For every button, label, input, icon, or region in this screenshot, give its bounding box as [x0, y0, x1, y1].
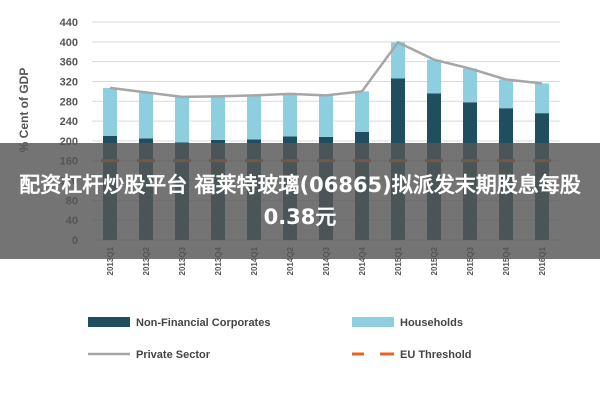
legend: Non-Financial Corporates Households Privat…	[88, 317, 472, 361]
x-tick-label: 2013Q2	[142, 246, 151, 275]
bar-households	[175, 96, 189, 143]
legend-label: Private Sector	[136, 349, 211, 361]
bar-households	[103, 87, 117, 136]
legend-swatch	[352, 317, 394, 327]
bar-households	[139, 92, 153, 139]
x-tick-label: 2015Q3	[466, 246, 475, 275]
x-tick-label: 2014Q1	[250, 246, 259, 275]
x-tick-label: 2013Q3	[178, 246, 187, 275]
bar-households	[463, 68, 477, 103]
legend-label: EU Threshold	[400, 349, 472, 361]
x-tick-label: 2013Q4	[214, 246, 223, 275]
caption-text: 配资杠杆炒股平台 福莱特玻璃(06865)拟派发末期股息每股0.38元	[19, 173, 581, 229]
bar-households	[211, 96, 225, 140]
line-private-sector	[109, 40, 543, 99]
x-tick-label: 2013Q1	[106, 246, 115, 275]
x-tick-label: 2014Q3	[322, 246, 331, 275]
y-tick-label: 240	[60, 116, 78, 128]
y-tick-label: 360	[60, 57, 78, 69]
y-tick-label: 320	[60, 76, 78, 88]
y-axis-label: % Cent of GDP	[17, 68, 31, 153]
bar-households	[535, 83, 549, 114]
y-tick-label: 440	[60, 17, 78, 29]
x-tick-label: 2014Q2	[286, 246, 295, 275]
x-tick-label: 2015Q4	[502, 246, 511, 275]
bar-households	[427, 59, 441, 94]
x-axis-ticks: 2013Q1 2013Q2 2013Q3 2013Q4 2014Q1 2014Q2 2014…	[106, 246, 547, 275]
legend-label: Non-Financial Corporates	[136, 317, 270, 329]
x-tick-label: 2014Q4	[358, 246, 367, 275]
bar-households	[319, 95, 333, 137]
y-tick-label: 280	[60, 96, 78, 108]
bar-households	[247, 95, 261, 140]
y-tick-label: 400	[60, 37, 78, 49]
bar-households	[391, 42, 405, 79]
x-tick-label: 2015Q1	[394, 246, 403, 275]
legend-swatch	[88, 317, 130, 327]
x-tick-label: 2015Q2	[430, 246, 439, 275]
bar-households	[499, 79, 513, 109]
caption-banner: 配资杠杆炒股平台 福莱特玻璃(06865)拟派发末期股息每股0.38元	[0, 143, 600, 259]
bar-households	[355, 91, 369, 132]
x-tick-label: 2016Q1	[538, 246, 547, 275]
legend-label: Households	[400, 317, 463, 329]
bar-households	[283, 93, 297, 137]
